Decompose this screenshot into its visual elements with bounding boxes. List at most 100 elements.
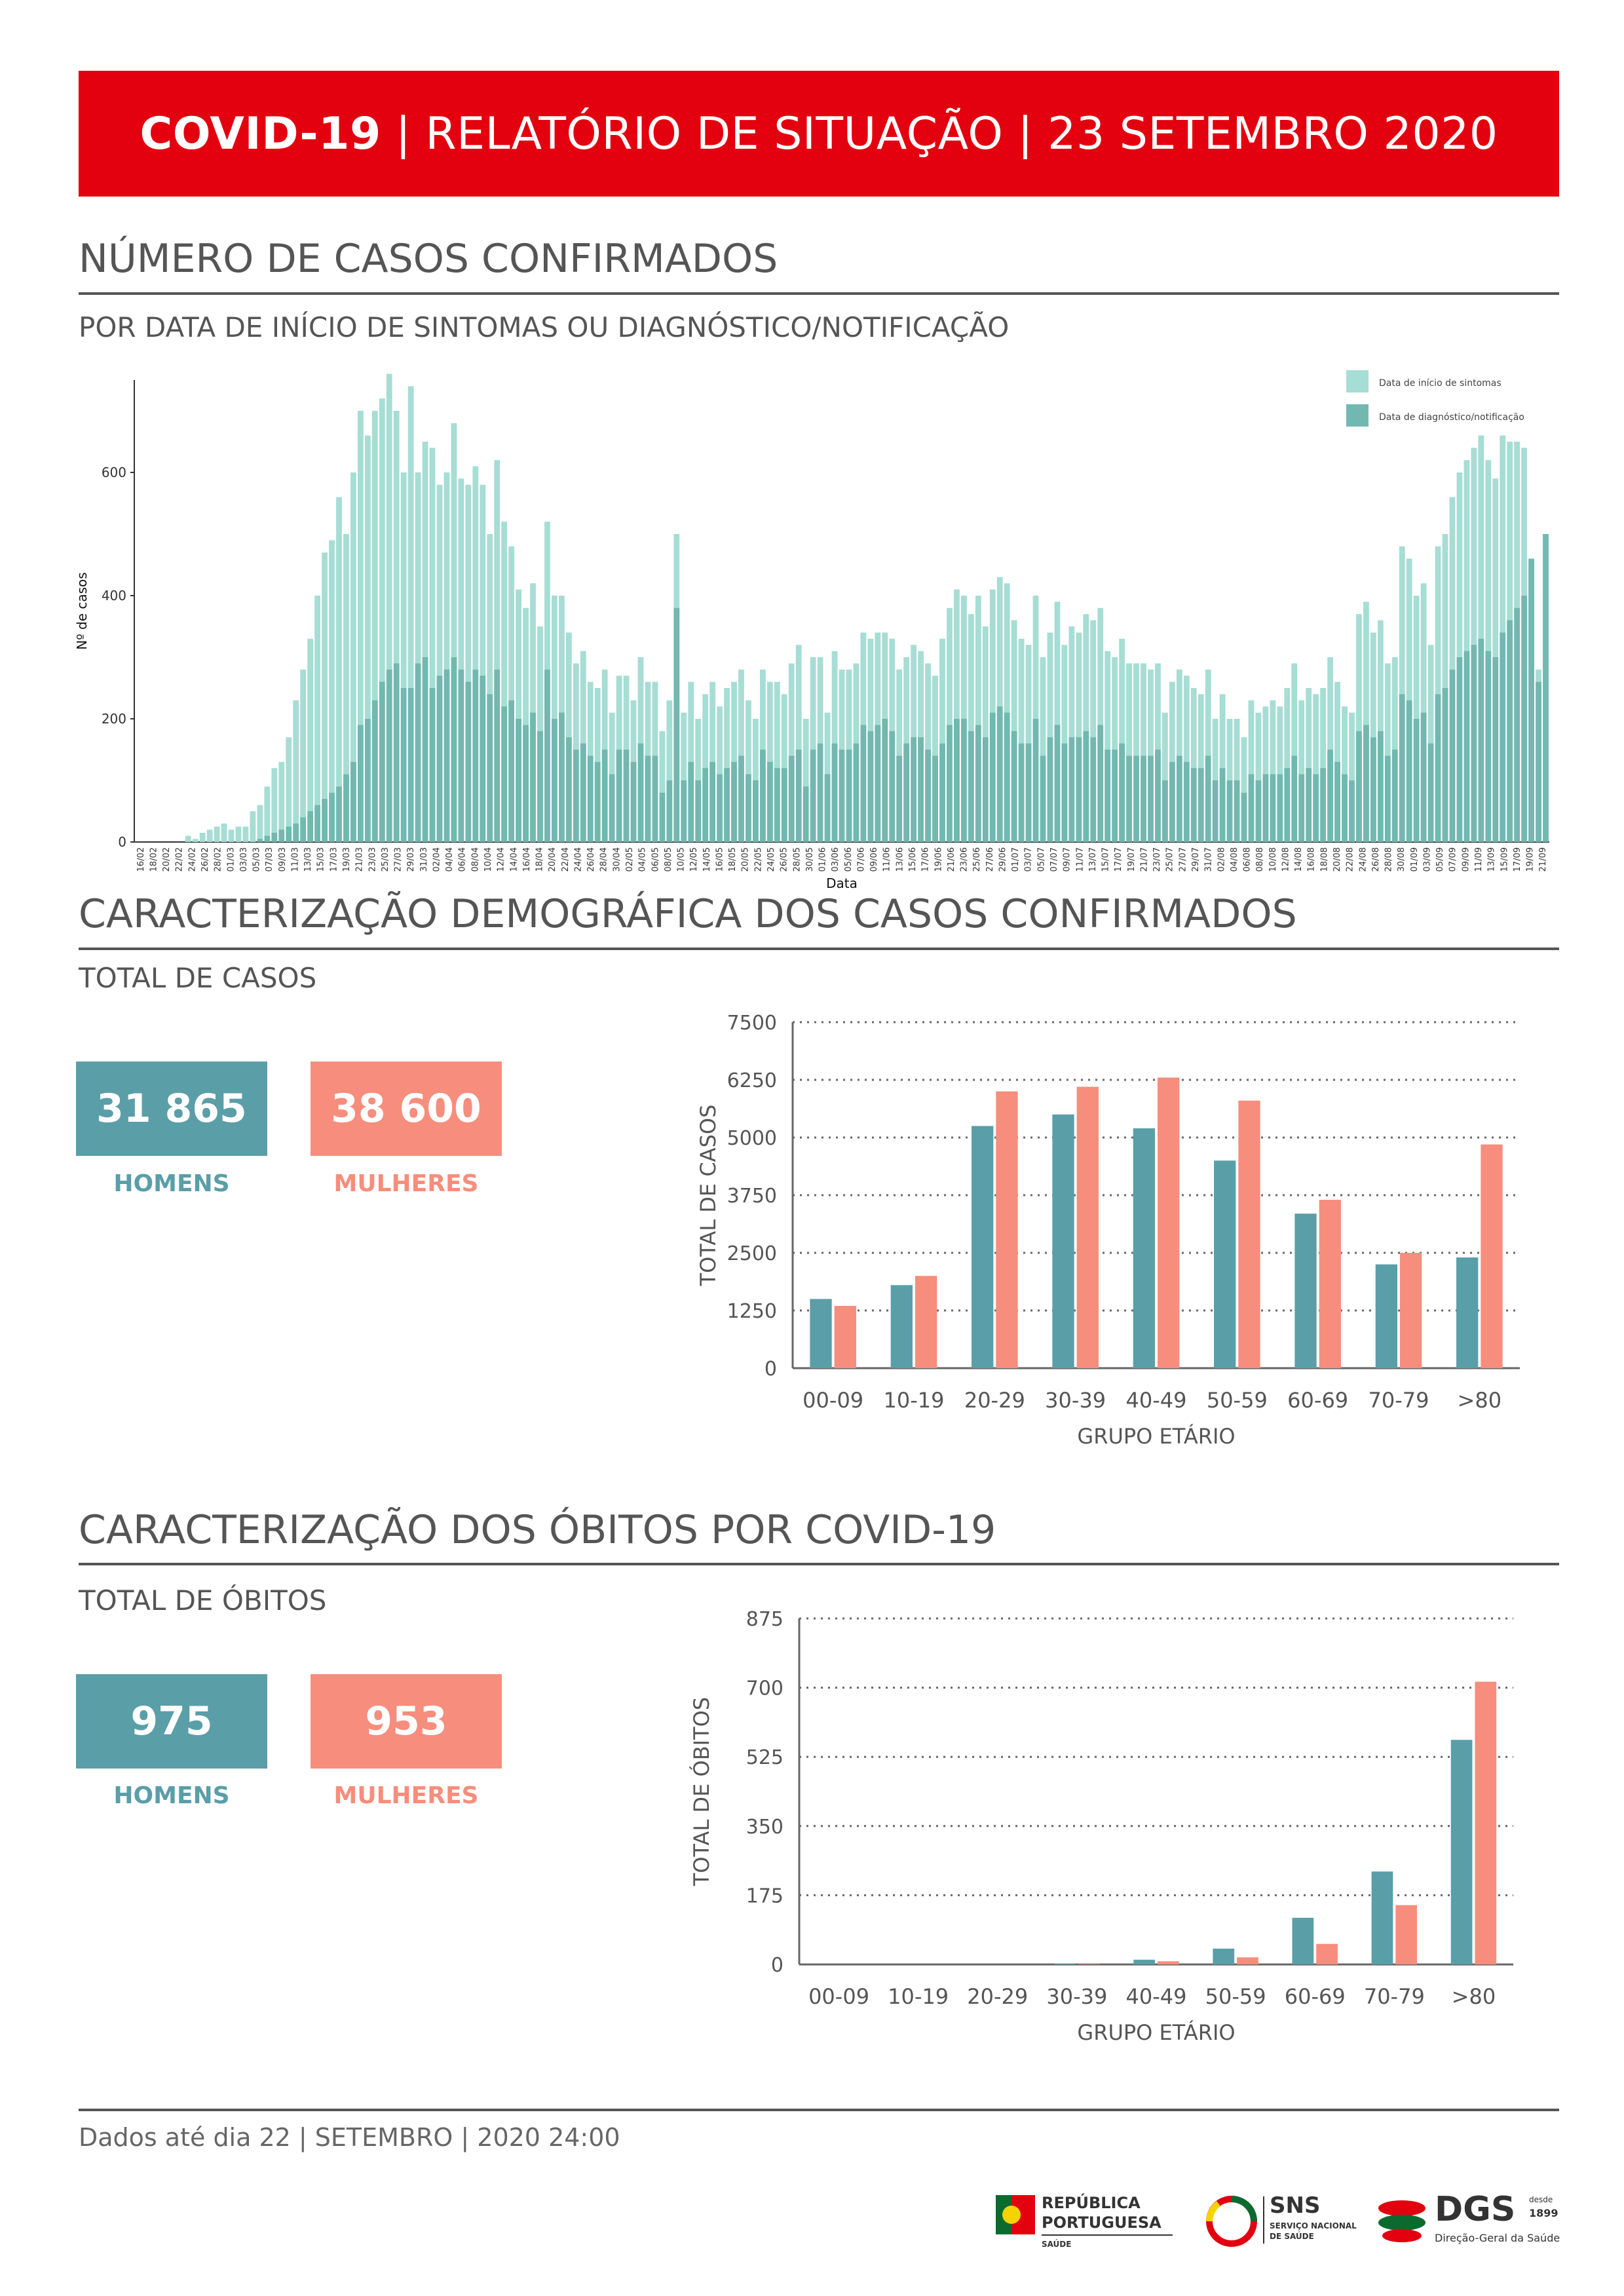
epi-bar-diagnosis [516,719,521,842]
epi-x-tick-label: 17/07 [1114,847,1124,871]
epi-bar-symptoms [300,669,307,842]
epi-bar-diagnosis [1377,731,1384,842]
epi-bar-diagnosis [853,743,859,842]
epi-bar-diagnosis [1047,737,1053,842]
epi-x-tick-label: 29/06 [998,847,1008,871]
epi-x-tick-label: 15/09 [1500,847,1509,871]
cases-x-tick-label: 60-69 [1287,1388,1348,1413]
epi-bar-symptoms [803,719,809,842]
epi-bar-diagnosis [386,669,392,842]
epi-curve-chart: 0 200 400 600 Nº de casos Data 16/02 18/02 20/02… [74,370,1549,891]
epi-bar-diagnosis [681,780,687,842]
epi-bar-symptoms [1133,663,1139,842]
epi-x-tick-label: 18/08 [1319,847,1329,871]
cases-bar-women [996,1091,1018,1368]
epi-bar-diagnosis [1183,761,1190,842]
cases-x-tick-label: 20-29 [964,1388,1025,1413]
deaths-x-tick-label: 50-59 [1205,1984,1266,2009]
epi-bar-diagnosis [860,725,867,842]
epi-x-tick-label: 06/08 [1243,847,1253,871]
epi-bar-diagnosis [350,761,356,842]
cases-x-tick-label: 00-09 [803,1388,863,1413]
epi-x-tick-label: 20/02 [162,847,172,871]
epi-x-tick-label: 10/08 [1268,847,1278,871]
epi-bar-diagnosis [1291,756,1298,842]
epi-bar-diagnosis [278,830,285,842]
deaths-by-age-chart: 0 175 350 525 700 875 00-09 10-19 20-29 30-39 40-4… [689,1608,1513,2045]
epi-bar-diagnosis [1133,756,1139,842]
epi-bar-diagnosis [702,768,709,842]
epi-bar-diagnosis [1320,768,1327,842]
epi-x-tick-label: 26/08 [1371,847,1381,871]
epi-x-tick-label: 16/04 [522,847,532,871]
epi-bar-diagnosis [1255,780,1262,842]
epi-x-tick-label: 07/07 [1049,847,1059,871]
epi-x-tick-label: 11/07 [1075,847,1085,871]
epi-bar-diagnosis [788,756,795,842]
epi-bar-diagnosis [1011,731,1017,842]
epi-bar-symptoms [1141,663,1146,842]
epi-bar-symptoms [494,460,500,842]
epi-bar-diagnosis [795,750,802,842]
epi-bar-diagnosis [1384,756,1391,842]
cases-bar-men [1052,1114,1074,1368]
epi-x-tick-label: 05/03 [252,847,262,871]
epi-bar-diagnosis [1485,651,1492,842]
epi-bar-diagnosis [1427,743,1434,842]
epi-bar-diagnosis [1471,645,1477,842]
deaths-x-tick-label: >80 [1452,1984,1496,2009]
epi-bar-diagnosis [746,774,751,842]
epi-bar-diagnosis [1097,725,1104,842]
epi-bar-diagnosis [1334,761,1340,842]
epi-bar-diagnosis [415,663,421,842]
cases-bar-women [1158,1077,1180,1368]
epi-x-tick-label: 30/04 [612,847,622,871]
epi-bar-diagnosis [508,700,515,842]
epi-bar-diagnosis [1061,743,1068,842]
epi-bar-diagnosis [1205,756,1211,842]
epi-bar-diagnosis [293,823,299,842]
epi-x-tick-label: 10/04 [483,847,493,871]
epi-x-tick-label: 26/04 [586,847,596,871]
epi-bar-diagnosis [400,688,407,842]
epi-x-tick-label: 30/05 [805,847,815,871]
epi-bar-diagnosis [1176,756,1182,842]
cases-y-tick-label: 0 [765,1358,777,1381]
epi-bar-symptoms [1068,626,1075,842]
epi-bar-symptoms [1349,712,1355,842]
republica-line3: SAÚDE [1042,2240,1072,2249]
epi-bar-diagnosis [1528,558,1534,842]
epi-bar-diagnosis [1406,700,1412,842]
deaths-women-value: 953 [365,1698,447,1744]
epi-legend-swatch-symptoms [1346,370,1369,392]
deaths-bar-women [1158,1961,1179,1964]
epi-bar-diagnosis [982,737,989,842]
epi-bar-diagnosis [996,706,1003,842]
epi-bar-symptoms [1463,460,1470,842]
epi-bar-symptoms [982,626,989,842]
deaths-x-tick-label: 70-79 [1364,1984,1425,2009]
deaths-men-label: HOMENS [113,1782,230,1809]
epi-bar-diagnosis [530,712,536,842]
epi-bar-symptoms [659,731,666,842]
epi-bar-symptoms [1090,620,1097,842]
epi-bar-symptoms [472,466,479,842]
epi-bar-diagnosis [587,756,594,842]
epi-bar-symptoms [1083,614,1089,842]
epi-x-tick-label: 06/04 [458,847,468,871]
epi-bar-diagnosis [458,669,464,842]
report-title: COVID-19 | RELATÓRIO DE SITUAÇÃO | 23 SE… [140,108,1498,160]
epi-bar-diagnosis [1514,607,1520,842]
epi-bar-diagnosis [1025,743,1032,842]
deaths-bar-women [1395,1905,1418,1964]
epi-bar-symptoms [1284,688,1291,842]
epi-bar-diagnosis [1105,750,1111,842]
epi-bar-symptoms [681,712,687,842]
epi-bar-diagnosis [738,756,744,842]
epi-x-tick-label: 14/05 [702,847,712,871]
epi-x-tick-label: 16/08 [1307,847,1317,871]
epi-x-tick-label: 01/03 [226,847,236,871]
epi-y-axis-label: Nº de casos [74,572,90,649]
epi-bar-symptoms [1219,694,1226,842]
section-demographics-title: CARACTERIZAÇÃO DEMOGRÁFICA DOS CASOS CON… [79,891,1297,937]
